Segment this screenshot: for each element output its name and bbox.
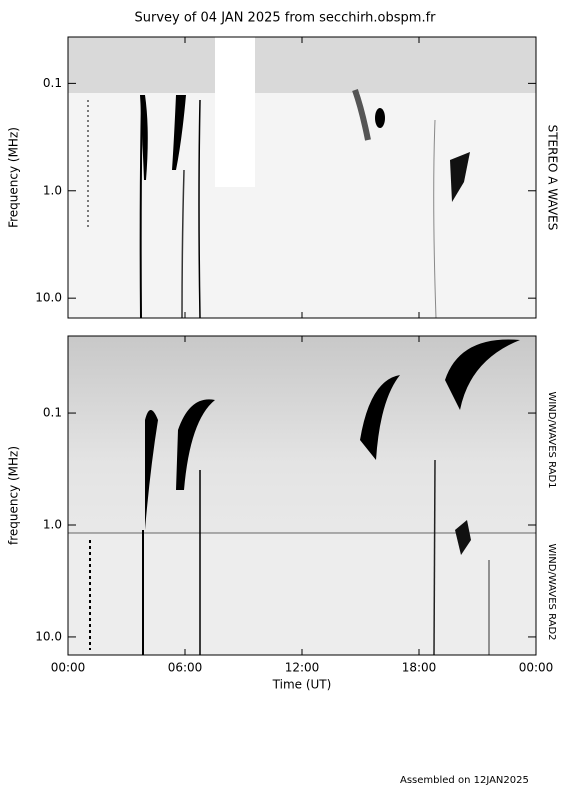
x-tick-label: 12:00 (285, 661, 320, 675)
instrument-label: STEREO A WAVES (546, 125, 560, 231)
title: Survey of 04 JAN 2025 from secchirh.obsp… (135, 11, 437, 26)
footer: Assembled on 12JAN2025 (400, 775, 529, 786)
instrument-label: WIND/WAVES RAD1 (546, 391, 557, 488)
y-tick-label: 0.1 (43, 76, 62, 90)
instrument-label: WIND/WAVES RAD2 (546, 543, 557, 640)
x-tick-label: 18:00 (402, 661, 437, 675)
y-tick-label: 1.0 (43, 183, 62, 197)
spectrum-top (68, 37, 536, 318)
y-tick-label: 10.0 (35, 629, 62, 643)
spectrum-bottom (68, 336, 536, 655)
y-tick-label: 10.0 (35, 291, 62, 305)
y-tick-label: 1.0 (43, 517, 62, 531)
x-axis-label: Time (UT) (272, 678, 332, 692)
x-tick-label: 00:00 (51, 661, 86, 675)
x-tick-label: 00:00 (519, 661, 554, 675)
y-axis-label: frequency (MHz) (7, 446, 21, 545)
x-tick-label: 06:00 (168, 661, 203, 675)
y-tick-label: 0.1 (43, 406, 62, 420)
y-axis-label: Frequency (MHz) (7, 127, 21, 228)
